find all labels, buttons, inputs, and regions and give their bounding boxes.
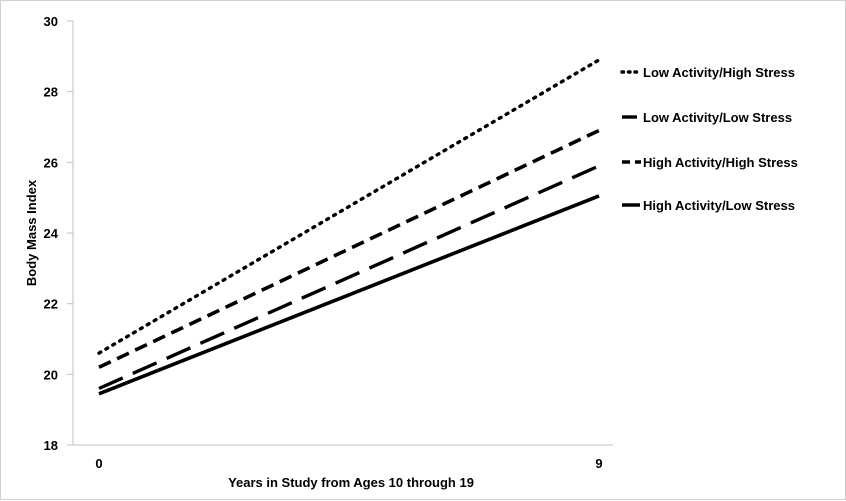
series-line [98,128,600,369]
y-tick-label: 30 [44,14,58,29]
y-axis-title: Body Mass Index [24,179,39,286]
legend-label: High Activity/High Stress [643,155,798,170]
x-tick-label: 9 [595,456,602,471]
y-tick-label: 20 [44,367,58,382]
y-tick-label: 22 [44,297,58,312]
y-tick-label: 26 [44,155,58,170]
series-line [97,58,601,355]
x-tick-label: 0 [95,456,102,471]
y-tick-label: 24 [44,226,59,241]
y-tick-label: 28 [44,85,58,100]
legend-label: Low Activity/Low Stress [643,110,792,125]
y-axis-ticks: 18 20 22 24 26 28 30 [44,14,73,453]
series-lines [97,58,601,396]
series-line [98,194,600,396]
x-axis-title: Years in Study from Ages 10 through 19 [228,475,474,490]
y-tick-label: 18 [44,438,58,453]
series-line [98,164,600,391]
legend: Low Activity/High Stress Low Activity/Low… [620,65,798,213]
legend-label: Low Activity/High Stress [643,65,795,80]
legend-label: High Activity/Low Stress [643,198,795,213]
